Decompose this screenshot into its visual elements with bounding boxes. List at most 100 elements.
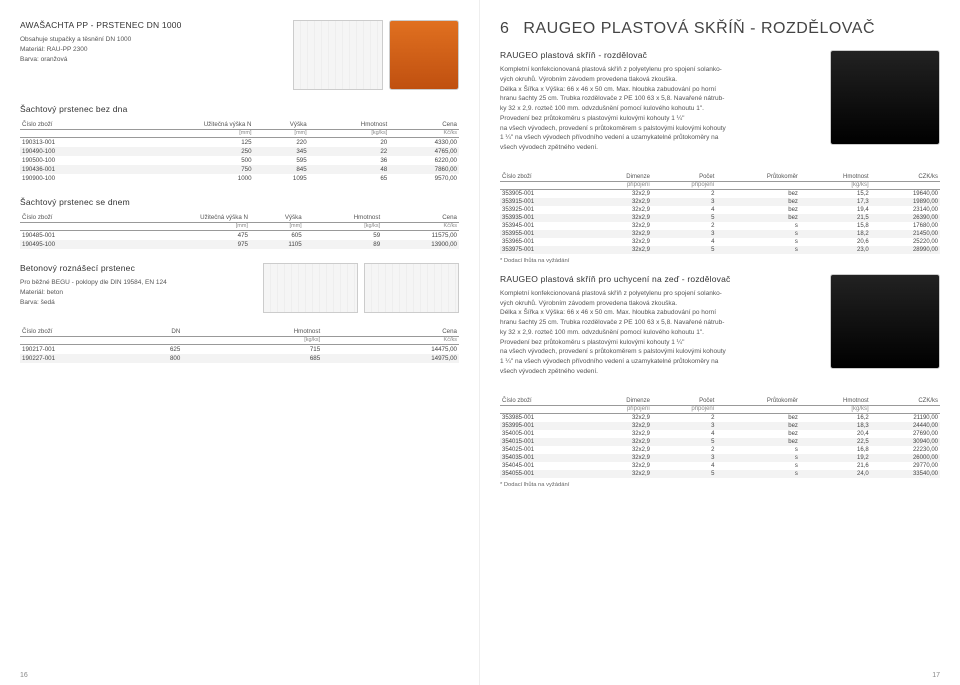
table-cell: 3	[652, 454, 716, 462]
table-row: 354045-00132x2,94s21,629770,00	[500, 462, 940, 470]
table-cell: 32x2,9	[586, 454, 652, 462]
table-cell: 354035-001	[500, 454, 586, 462]
table-cell: 9570,00	[389, 174, 459, 183]
table-header-row: Číslo zboží Užitečná výška N Výška Hmotn…	[20, 213, 459, 223]
orange-ring-icon	[389, 20, 459, 90]
beton-schematic-2-icon	[364, 263, 459, 313]
table-cell: 65	[309, 174, 390, 183]
table-row: 190485-0014756055911575,00	[20, 231, 459, 241]
ring-schematic-icon	[293, 20, 383, 90]
table-cell: 595	[254, 156, 309, 165]
table-cell: 24,0	[800, 470, 871, 478]
table-cell: 190485-001	[20, 231, 117, 241]
table-body: 353985-00132x2,92bez16,221190,00353995-0…	[500, 413, 940, 478]
rsec1-title: RAUGEO plastová skříň - rozdělovač	[500, 50, 820, 60]
table-cell: 354055-001	[500, 470, 586, 478]
table-cell: s	[716, 238, 800, 246]
table-cell: 354025-001	[500, 446, 586, 454]
table-cell: 353915-001	[500, 198, 586, 206]
body-line: vých okruhů. Výrobním závodem provedena …	[500, 300, 820, 309]
table-units-row: připojení připojení [kg/ks]	[500, 181, 940, 189]
sec-bez-dna: Šachtový prstenec bez dna Číslo zboží Už…	[20, 104, 459, 183]
table-row: 354005-00132x2,94bez20,427690,00	[500, 430, 940, 438]
body-line: Kompletní konfekcionovaná plastová skříň…	[500, 66, 820, 75]
table-cell: 2	[652, 222, 716, 230]
table-cell: 14475,00	[322, 345, 459, 355]
table-cell: 18,2	[800, 230, 871, 238]
table-cell: 33540,00	[871, 470, 940, 478]
table-row: 353995-00132x2,93bez18,324440,00	[500, 422, 940, 430]
table-cell: 20,4	[800, 430, 871, 438]
table-cell: 19,4	[800, 206, 871, 214]
chapter-number: 6	[500, 20, 509, 37]
table-cell: 353945-001	[500, 222, 586, 230]
table-rsec1: Číslo zboží Dimenze Počet Průtokoměr Hmo…	[500, 173, 940, 254]
table-units-row: připojení připojení [kg/ks]	[500, 405, 940, 413]
rsec1: RAUGEO plastová skříň - rozdělovač Kompl…	[500, 50, 940, 159]
table-header-row: Číslo zboží DN Hmotnost Cena	[20, 327, 459, 337]
body-line: Délka x Šířka x Výška: 66 x 46 x 50 cm. …	[500, 309, 820, 318]
table-body: 190485-0014756055911575,00190495-1009751…	[20, 231, 459, 250]
table-cell: 190490-100	[20, 147, 117, 156]
table-cell: 13900,00	[382, 240, 459, 249]
table-body: 353905-00132x2,92bez15,219640,00353915-0…	[500, 189, 940, 254]
table-row: 190490-100250345224765,00	[20, 147, 459, 156]
table-cell: 190500-100	[20, 156, 117, 165]
rsec1-footnote: * Dodací lhůta na vyžádání	[500, 258, 940, 264]
table-cell: 4	[652, 430, 716, 438]
table-cell: 7860,00	[389, 165, 459, 174]
table-cell: 20,6	[800, 238, 871, 246]
table-cell: 21190,00	[871, 413, 940, 422]
table-cell: 2	[652, 189, 716, 198]
black-box-1-icon	[830, 50, 940, 145]
table-cell: 125	[117, 138, 254, 148]
table-cell: bez	[716, 422, 800, 430]
table-cell: 19,2	[800, 454, 871, 462]
table-cell: 32x2,9	[586, 222, 652, 230]
table-cell: 32x2,9	[586, 206, 652, 214]
rsec2-footnote: * Dodací lhůta na vyžádání	[500, 482, 940, 488]
table-row: 190436-001750845487860,00	[20, 165, 459, 174]
table-cell: 353985-001	[500, 413, 586, 422]
table-cell: s	[716, 446, 800, 454]
table-cell: 4	[652, 462, 716, 470]
sec2-title: Šachtový prstenec se dnem	[20, 197, 459, 207]
table-cell: 18,3	[800, 422, 871, 430]
table-cell: 5	[652, 470, 716, 478]
black-box-2-icon	[830, 274, 940, 369]
table-units-row: [mm] [mm] [kg/ks] Kč/ks	[20, 130, 459, 138]
table-row: 354025-00132x2,92s16,822230,00	[500, 446, 940, 454]
table-cell: 21,6	[800, 462, 871, 470]
table-cell: 15,2	[800, 189, 871, 198]
body-line: vých okruhů. Výrobním závodem provedena …	[500, 76, 820, 85]
table-cell: 15,8	[800, 222, 871, 230]
table-cell: 353995-001	[500, 422, 586, 430]
table-cell: 27690,00	[871, 430, 940, 438]
beton-schematic-1-icon	[263, 263, 358, 313]
table-cell: 500	[117, 156, 254, 165]
table-header-row: Číslo zboží Dimenze Počet Průtokoměr Hmo…	[500, 173, 940, 182]
table-cell: s	[716, 462, 800, 470]
table-cell: 30940,00	[871, 438, 940, 446]
table-cell: 190227-001	[20, 354, 117, 363]
table-cell: 48	[309, 165, 390, 174]
rsec1-body: Kompletní konfekcionovaná plastová skříň…	[500, 66, 820, 153]
table-body: 190217-00162571514475,00190227-001800685…	[20, 345, 459, 364]
table-row: 353925-00132x2,94bez19,423140,00	[500, 206, 940, 214]
rsec2: RAUGEO plastová skříň pro uchycení na ze…	[500, 274, 940, 383]
table-cell: 5	[652, 214, 716, 222]
table-cell: 1000	[117, 174, 254, 183]
table-cell: 24440,00	[871, 422, 940, 430]
table-cell: 32x2,9	[586, 413, 652, 422]
body-line: všech vývodech zpětného vedení.	[500, 144, 820, 153]
table-cell: 750	[117, 165, 254, 174]
table-cell: 32x2,9	[586, 470, 652, 478]
table-cell: 605	[250, 231, 304, 241]
table-header-row: Číslo zboží Užitečná výška N Výška Hmotn…	[20, 120, 459, 130]
body-line: všech vývodech zpětného vedení.	[500, 368, 820, 377]
table-row: 353945-00132x2,92s15,817680,00	[500, 222, 940, 230]
table-cell: 32x2,9	[586, 238, 652, 246]
table-row: 354055-00132x2,95s24,033540,00	[500, 470, 940, 478]
table-cell: 26000,00	[871, 454, 940, 462]
table-cell: 190217-001	[20, 345, 117, 355]
